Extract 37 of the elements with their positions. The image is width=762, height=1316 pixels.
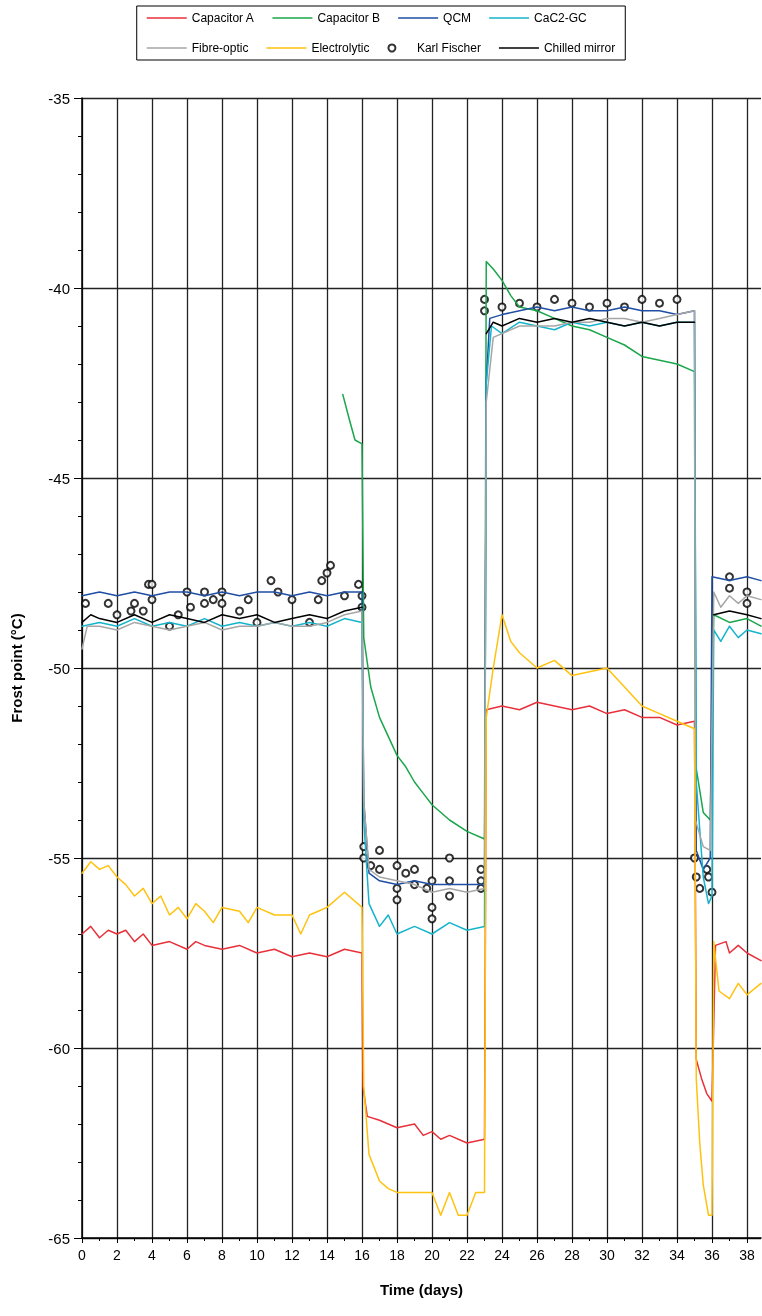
- legend-label: Karl Fischer: [416, 41, 481, 55]
- x-tick-label: 2: [113, 1247, 122, 1263]
- y-axis-title: Frost point (°C): [8, 613, 25, 723]
- y-tick-label: -40: [48, 279, 70, 297]
- x-tick-label: 26: [529, 1247, 545, 1263]
- x-tick-label: 10: [249, 1247, 265, 1263]
- legend-label: Capacitor A: [191, 11, 254, 25]
- y-tick-label: -45: [48, 469, 70, 487]
- x-tick-label: 38: [739, 1247, 755, 1263]
- legend-label: Chilled mirror: [543, 41, 616, 55]
- x-tick-label: 4: [148, 1247, 157, 1263]
- y-tick-label: -50: [48, 659, 70, 677]
- x-tick-label: 16: [354, 1247, 370, 1263]
- y-tick-label: -60: [48, 1039, 70, 1057]
- x-tick-label: 14: [319, 1247, 335, 1263]
- x-tick-label: 32: [634, 1247, 650, 1263]
- legend-label: Fibre-optic: [191, 41, 249, 55]
- x-tick-label: 24: [494, 1247, 510, 1263]
- legend-label: QCM: [443, 11, 472, 25]
- x-tick-label: 0: [78, 1247, 87, 1263]
- x-tick-label: 36: [704, 1247, 720, 1263]
- x-tick-label: 8: [218, 1247, 227, 1263]
- legend-label: Capacitor B: [317, 11, 381, 25]
- legend-label: Electrolytic: [311, 41, 370, 55]
- x-tick-label: 28: [564, 1247, 580, 1263]
- legend-label: CaC2-GC: [534, 11, 588, 25]
- x-tick-label: 18: [389, 1247, 405, 1263]
- x-tick-label: 20: [424, 1247, 440, 1263]
- x-axis-title: Time (days): [379, 1281, 464, 1298]
- y-tick-label: -65: [48, 1229, 70, 1247]
- y-tick-label: -35: [48, 89, 70, 107]
- y-tick-label: -55: [48, 849, 70, 867]
- x-tick-label: 22: [459, 1247, 475, 1263]
- x-tick-label: 30: [599, 1247, 615, 1263]
- x-tick-label: 6: [183, 1247, 192, 1263]
- x-tick-label: 12: [284, 1247, 300, 1263]
- x-tick-label: 34: [669, 1247, 685, 1263]
